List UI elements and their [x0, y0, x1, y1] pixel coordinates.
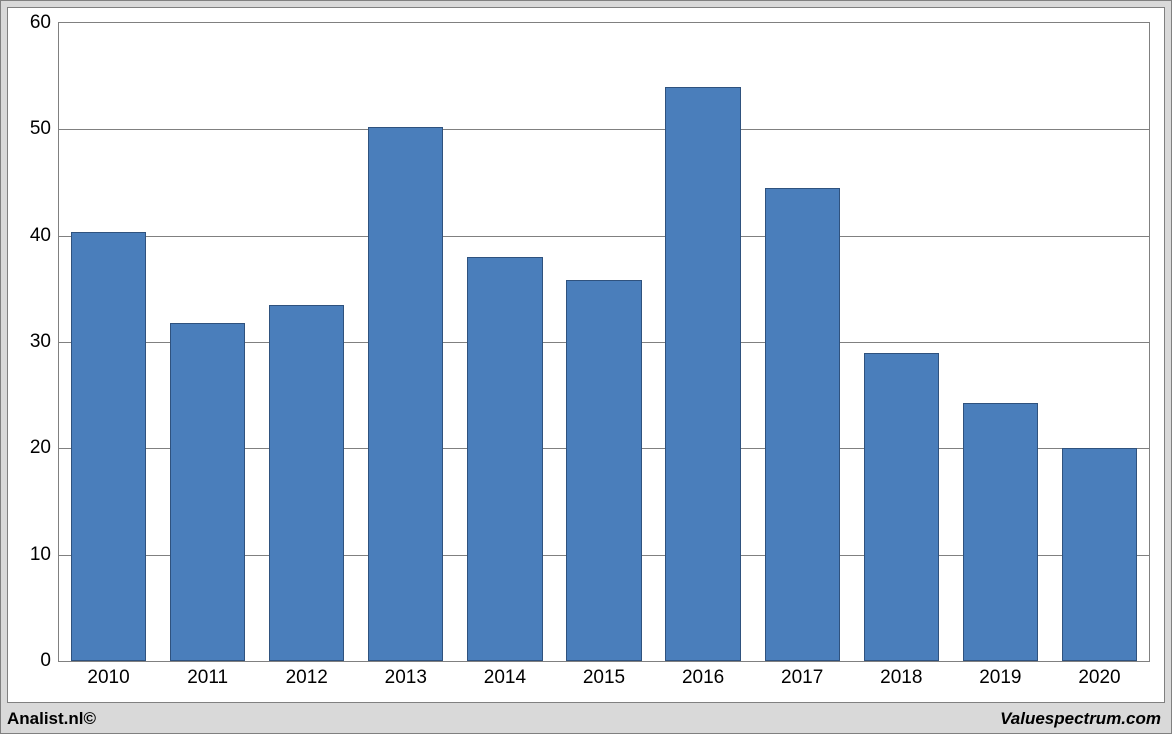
bar [269, 305, 344, 661]
gridline [59, 129, 1149, 130]
bar [1062, 448, 1137, 661]
plot-area: 0102030405060201020112012201320142015201… [58, 22, 1150, 662]
x-axis-label: 2012 [286, 667, 328, 689]
x-axis-label: 2018 [880, 667, 922, 689]
y-axis-label: 40 [30, 225, 51, 247]
y-axis-label: 20 [30, 437, 51, 459]
footer-right-credit: Valuespectrum.com [1000, 709, 1161, 729]
x-axis-label: 2017 [781, 667, 823, 689]
bar [368, 127, 443, 661]
bar [170, 323, 245, 661]
x-axis-label: 2015 [583, 667, 625, 689]
bar [71, 232, 146, 661]
y-axis-label: 50 [30, 118, 51, 140]
y-axis-label: 10 [30, 544, 51, 566]
x-axis-label: 2020 [1078, 667, 1120, 689]
bar [665, 87, 740, 661]
bar [963, 403, 1038, 661]
gridline [59, 236, 1149, 237]
x-axis-label: 2011 [187, 667, 228, 689]
y-axis-label: 30 [30, 331, 51, 353]
x-axis-label: 2014 [484, 667, 526, 689]
x-axis-label: 2013 [385, 667, 427, 689]
x-axis-label: 2016 [682, 667, 724, 689]
x-axis-label: 2019 [979, 667, 1021, 689]
footer-left-credit: Analist.nl© [7, 709, 96, 729]
chart-panel: 0 10 20 30 40 50 60 2010 2011 2012 2013 2014 2015 201… [7, 7, 1165, 703]
y-axis-label: 0 [40, 650, 51, 672]
bar [765, 188, 840, 661]
bar [864, 353, 939, 661]
chart-frame: 0 10 20 30 40 50 60 2010 2011 2012 2013 2014 2015 201… [0, 0, 1172, 734]
x-axis-label: 2010 [87, 667, 129, 689]
y-axis-label: 60 [30, 12, 51, 34]
bar [566, 280, 641, 661]
bar [467, 257, 542, 661]
